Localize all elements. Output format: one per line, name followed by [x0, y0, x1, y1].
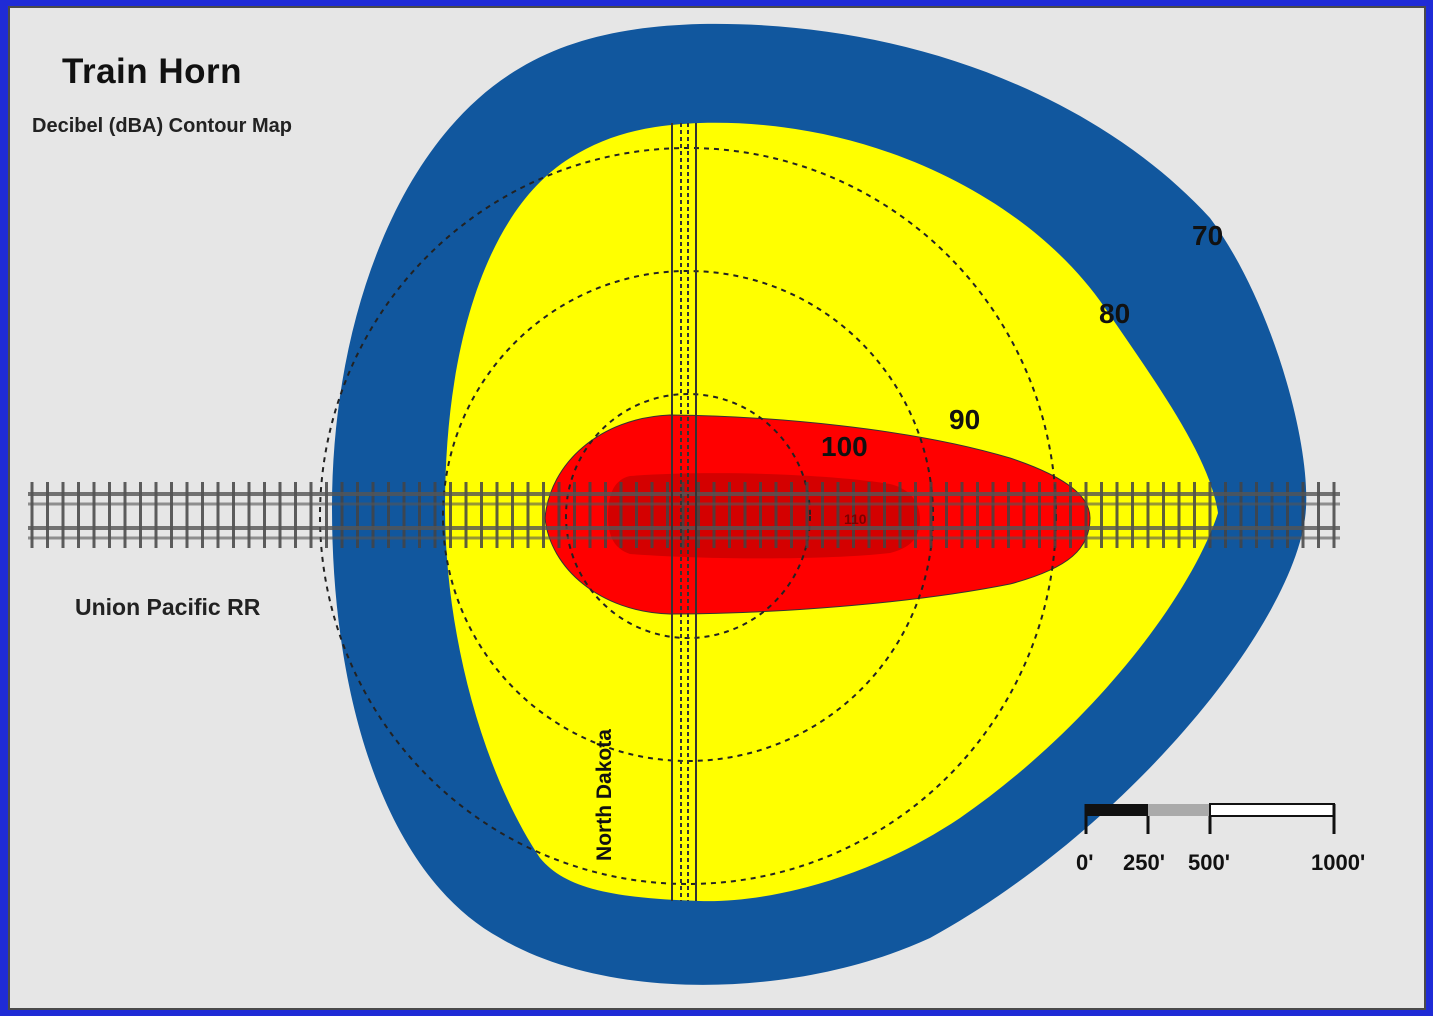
railroad-label: Union Pacific RR: [75, 594, 261, 620]
scale-tick-0: 0': [1076, 850, 1094, 875]
scale-segment-250-500: [1148, 804, 1210, 816]
north-dakota-street: [671, 123, 697, 901]
scale-bar: [1084, 803, 1336, 834]
scale-segment-500-1000: [1209, 803, 1335, 817]
scale-tick-500: 500': [1188, 850, 1230, 875]
contour-map: [28, 23, 1340, 985]
contour-label-110: 110: [844, 511, 867, 527]
map-title: Train Horn: [62, 52, 243, 91]
map-frame: Train Horn Decibel (dBA) Contour Map Uni…: [8, 6, 1426, 1010]
street-label: North Dakota: [593, 729, 616, 861]
scale-tick-1000: 1000': [1311, 850, 1366, 875]
scale-segment-0-250: [1086, 804, 1148, 816]
contour-label-90: 90: [949, 404, 981, 435]
railroad-track: [28, 482, 1340, 548]
contour-110-band: [608, 473, 920, 559]
scale-tick-250: 250': [1123, 850, 1165, 875]
contour-label-100: 100: [821, 431, 868, 462]
map-subtitle: Decibel (dBA) Contour Map: [32, 115, 292, 137]
contour-label-70: 70: [1192, 220, 1224, 251]
contour-label-80: 80: [1099, 298, 1131, 329]
